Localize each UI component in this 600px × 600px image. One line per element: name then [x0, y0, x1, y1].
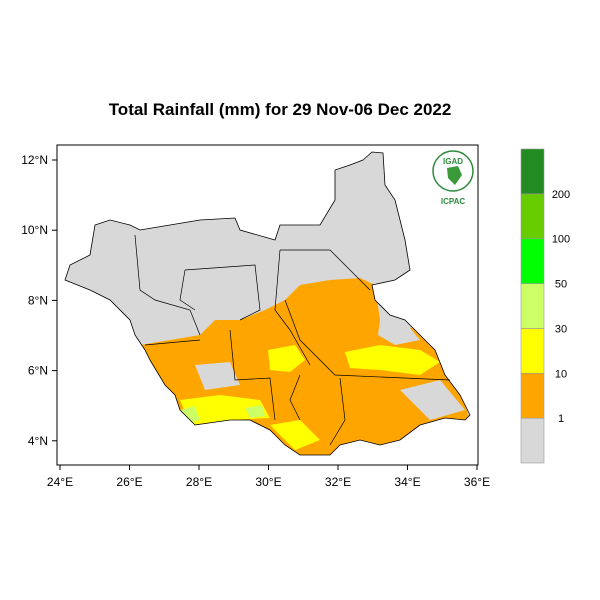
lon-tick-label: 32°E [325, 475, 351, 489]
lat-tick-label: 6°N [28, 364, 48, 378]
no-rain-patch [195, 362, 240, 390]
lat-tick-label: 12°N [21, 153, 48, 167]
no-rain-patch [378, 320, 420, 345]
logo: IGAD ICPAC [432, 150, 474, 206]
legend-swatch [520, 238, 545, 284]
logo-top-text: IGAD [443, 157, 463, 166]
lon-tick-label: 28°E [186, 475, 212, 489]
legend-label: 100 [552, 234, 570, 246]
lon-tick-label: 34°E [394, 475, 420, 489]
legend-swatch [520, 283, 545, 329]
rain-10-30-area [180, 395, 270, 425]
lon-tick-label: 26°E [116, 475, 142, 489]
lon-tick-label: 30°E [255, 475, 281, 489]
legend-swatch [520, 372, 545, 419]
rain-30-50-area [245, 405, 265, 418]
legend-swatch [520, 328, 545, 374]
map-title: Total Rainfall (mm) for 29 Nov-06 Dec 20… [108, 100, 452, 119]
rain-10-30-area [270, 420, 320, 450]
state-borders [134, 234, 451, 446]
legend-swatch [520, 417, 545, 464]
no-rain-patch [400, 380, 465, 420]
legend-label: 1 [558, 413, 564, 425]
legend-label: 50 [555, 279, 567, 291]
legend-label: 30 [555, 323, 567, 335]
lon-tick-label: 24°E [47, 475, 73, 489]
rain-10-30-area [345, 345, 440, 375]
lat-tick-label: 4°N [28, 434, 48, 448]
lat-tick-label: 8°N [28, 293, 48, 307]
africa-icon [447, 166, 462, 185]
legend-label: 10 [555, 368, 567, 380]
lat-tick-label: 10°N [21, 223, 48, 237]
lon-tick-label: 36°E [464, 475, 490, 489]
logo-bottom-text: ICPAC [441, 197, 466, 206]
legend-swatch [520, 148, 545, 195]
rain-10-30-area [268, 345, 305, 372]
legend-label: 200 [552, 189, 570, 201]
legend-swatch [520, 193, 545, 240]
